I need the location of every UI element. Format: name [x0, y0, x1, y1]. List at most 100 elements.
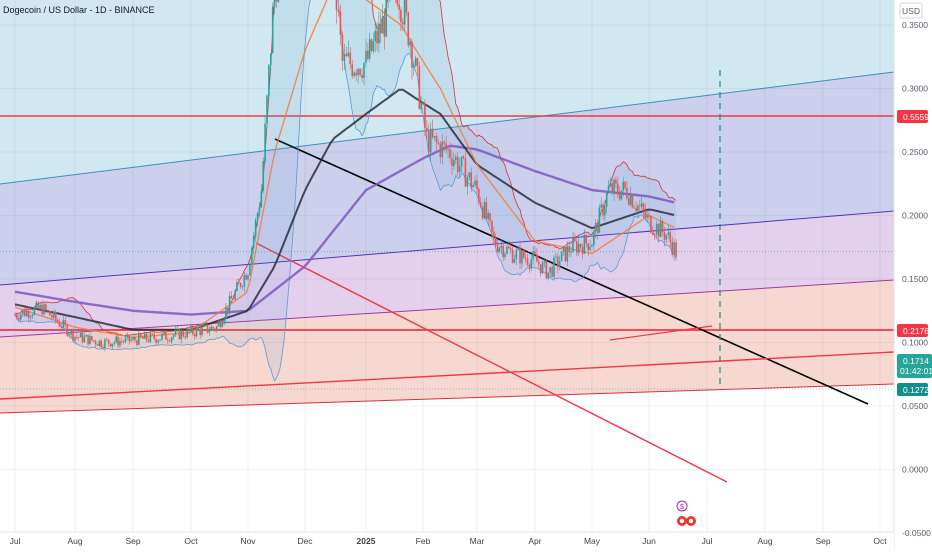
candle-body[interactable] [476, 180, 478, 190]
candle-body[interactable] [605, 192, 608, 208]
candle-body[interactable] [184, 336, 186, 338]
candle-body[interactable] [470, 172, 473, 188]
candle-body[interactable] [420, 102, 422, 109]
candle-body[interactable] [629, 194, 632, 205]
candle-body[interactable] [124, 337, 127, 342]
candle-body[interactable] [159, 339, 161, 341]
time-scale[interactable] [0, 532, 894, 550]
candle-body[interactable] [502, 245, 504, 258]
candle-body[interactable] [468, 172, 471, 178]
candle-body[interactable] [545, 260, 548, 279]
candle-body[interactable] [256, 213, 259, 221]
candle-body[interactable] [669, 232, 672, 242]
candle-body[interactable] [147, 339, 150, 342]
candle-body[interactable] [74, 336, 76, 341]
candle-body[interactable] [447, 149, 449, 150]
candle-body[interactable] [345, 53, 348, 57]
candle-body[interactable] [562, 247, 565, 252]
drawings[interactable] [0, 70, 894, 483]
candle-body[interactable] [232, 298, 235, 300]
candle-body[interactable] [60, 326, 63, 328]
candle-body[interactable] [16, 314, 18, 318]
candle-body[interactable] [23, 310, 26, 317]
candle-body[interactable] [478, 189, 480, 203]
candle-body[interactable] [163, 332, 165, 335]
currency-badge[interactable] [899, 2, 923, 19]
candle-body[interactable] [549, 267, 551, 273]
candle-body[interactable] [182, 331, 185, 337]
candle-body[interactable] [615, 179, 617, 184]
candle-body[interactable] [167, 339, 169, 341]
candle-body[interactable] [585, 234, 588, 244]
candle-body[interactable] [168, 340, 171, 342]
candle-body[interactable] [115, 336, 117, 343]
candle-body[interactable] [54, 311, 57, 320]
candle-body[interactable] [449, 149, 451, 158]
candle-body[interactable] [50, 315, 53, 318]
candle-body[interactable] [532, 251, 534, 260]
candle-body[interactable] [188, 329, 190, 332]
candle-body[interactable] [657, 223, 660, 237]
candle-body[interactable] [368, 39, 371, 59]
candle-body[interactable] [659, 221, 662, 237]
candle-body[interactable] [536, 254, 538, 262]
candle-body[interactable] [96, 344, 99, 346]
candle-body[interactable] [155, 338, 157, 343]
candle-body[interactable] [226, 307, 229, 312]
candle-body[interactable] [530, 259, 533, 268]
candle-body[interactable] [157, 340, 159, 343]
candle-body[interactable] [508, 246, 510, 249]
candle-body[interactable] [117, 336, 119, 346]
candle-body[interactable] [193, 334, 196, 337]
candle-body[interactable] [496, 245, 499, 252]
candle-body[interactable] [361, 74, 363, 78]
descending-trendline[interactable] [274, 138, 869, 405]
candle-body[interactable] [534, 251, 536, 255]
candle-body[interactable] [411, 41, 413, 68]
candle-body[interactable] [483, 202, 486, 219]
candle-body[interactable] [260, 191, 263, 208]
candle-body[interactable] [604, 207, 606, 216]
candle-body[interactable] [339, 11, 342, 35]
candle-body[interactable] [335, 0, 338, 10]
candle-body[interactable] [513, 258, 516, 263]
candle-body[interactable] [644, 210, 647, 218]
candle-body[interactable] [437, 142, 440, 144]
candle-body[interactable] [663, 232, 666, 240]
candle-body[interactable] [624, 181, 626, 188]
candle-body[interactable] [64, 320, 67, 325]
candle-body[interactable] [215, 326, 218, 331]
candle-body[interactable] [266, 95, 268, 124]
candle-body[interactable] [460, 156, 463, 167]
candle-body[interactable] [631, 194, 634, 208]
candle-body[interactable] [204, 324, 207, 326]
candle-body[interactable] [208, 330, 211, 333]
candle-body[interactable] [379, 23, 382, 34]
candle-body[interactable] [568, 246, 570, 253]
candle-body[interactable] [21, 310, 24, 315]
candle-body[interactable] [600, 204, 602, 208]
candle-body[interactable] [667, 232, 670, 235]
candle-body[interactable] [243, 275, 246, 287]
candle-body[interactable] [94, 340, 97, 345]
candle-body[interactable] [180, 331, 183, 340]
candle-body[interactable] [418, 66, 421, 109]
price-tag-resistance-mid[interactable]: 0.2176 [897, 324, 929, 337]
candle-body[interactable] [107, 339, 110, 344]
candle-body[interactable] [134, 337, 136, 341]
candle-body[interactable] [45, 304, 47, 311]
candle-body[interactable] [172, 335, 175, 338]
candle-body[interactable] [128, 334, 131, 341]
candle-body[interactable] [273, 0, 276, 7]
symbol-title[interactable]: Dogecoin / US Dollar - 1D - BINANCE [3, 5, 155, 15]
candle-body[interactable] [149, 333, 152, 342]
candle-body[interactable] [543, 260, 546, 263]
event-markers[interactable]: $ [676, 500, 696, 526]
candle-body[interactable] [439, 143, 442, 158]
candle-body[interactable] [201, 326, 203, 336]
candle-body[interactable] [539, 264, 542, 274]
candle-body[interactable] [633, 207, 636, 209]
candle-body[interactable] [489, 213, 491, 221]
